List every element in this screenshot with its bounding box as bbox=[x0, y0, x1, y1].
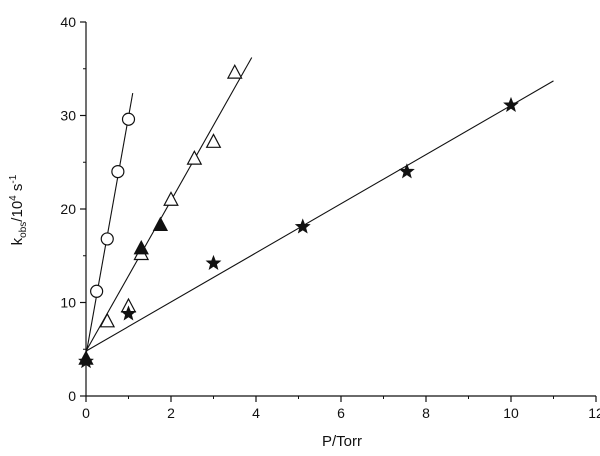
x-tick-label: 0 bbox=[82, 405, 90, 421]
data-point-star-filled bbox=[78, 353, 94, 369]
y-tick-label: 0 bbox=[68, 388, 76, 404]
data-point-triangle-open bbox=[205, 133, 222, 148]
y-axis-ticks: 0 10 20 30 40 bbox=[60, 14, 86, 404]
data-point-circle-open bbox=[100, 232, 114, 246]
x-tick-label: 4 bbox=[252, 405, 260, 421]
y-axis-label-sup: 4 bbox=[8, 195, 19, 201]
data-point-star-filled bbox=[398, 163, 415, 179]
data-point-star-filled bbox=[205, 254, 222, 270]
data-point-star-filled bbox=[503, 96, 519, 112]
data-point-triangle-open bbox=[99, 312, 116, 328]
y-tick-label: 30 bbox=[60, 108, 76, 124]
y-axis-label-mid: /10 bbox=[9, 201, 26, 222]
plot-area bbox=[85, 22, 596, 397]
fit-line-circle-open bbox=[85, 92, 134, 355]
y-axis-label-unit-sup: -1 bbox=[8, 174, 19, 183]
data-point-triangle-filled bbox=[152, 216, 169, 232]
data-point-circle-open bbox=[121, 112, 136, 126]
data-point-star-filled bbox=[294, 218, 311, 234]
y-tick-label: 40 bbox=[60, 14, 76, 30]
y-tick-label: 20 bbox=[60, 201, 76, 217]
x-axis-label: P/Torr bbox=[322, 433, 362, 450]
x-tick-label: 10 bbox=[503, 405, 519, 421]
y-axis-label-sub: obs bbox=[18, 222, 29, 238]
x-axis-ticks: 0 2 4 6 8 10 12 bbox=[82, 396, 600, 421]
x-tick-label: 6 bbox=[337, 405, 345, 421]
fit-line-star-filled bbox=[85, 80, 554, 352]
data-point-circle-open bbox=[90, 284, 104, 298]
data-point-circle-open bbox=[111, 165, 125, 179]
y-axis-label-base: k bbox=[9, 237, 26, 245]
x-tick-label: 8 bbox=[422, 405, 430, 421]
data-point-triangle-open bbox=[186, 149, 203, 165]
fit-lines bbox=[85, 57, 554, 355]
y-axis-label-unit: s bbox=[9, 184, 26, 196]
data-point-triangle-open bbox=[226, 63, 243, 79]
x-tick-label: 2 bbox=[167, 405, 175, 421]
data-point-star-filled bbox=[120, 305, 137, 321]
data-markers bbox=[78, 63, 519, 369]
x-tick-label: 12 bbox=[588, 405, 600, 421]
y-axis-label: kobs/104 s-1 bbox=[8, 174, 29, 245]
y-tick-label: 10 bbox=[60, 295, 76, 311]
data-point-triangle-open bbox=[163, 191, 179, 206]
data-point-triangle-filled bbox=[133, 239, 149, 255]
